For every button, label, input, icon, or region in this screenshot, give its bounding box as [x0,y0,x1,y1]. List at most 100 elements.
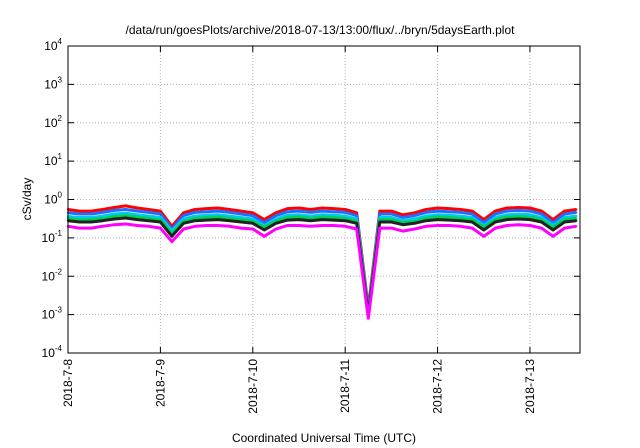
data-point [528,224,532,227]
data-point [182,222,185,225]
data-point [575,214,578,218]
data-point [401,216,405,219]
data-point [471,226,474,230]
data-point [436,218,439,221]
data-point [251,222,254,225]
data-point [193,225,197,228]
data-point [159,218,162,221]
data-point [274,227,278,231]
data-point [378,209,381,213]
x-tick-label: 2018-7-8 [61,359,75,407]
data-point [216,209,220,213]
data-point [240,220,243,224]
y-tick-exponent: -3 [55,306,63,315]
data-point [193,208,197,211]
y-tick-exponent: -4 [55,344,63,353]
data-point [459,217,462,220]
data-point [459,225,462,228]
data-point [159,220,162,224]
data-point [89,212,93,216]
data-point [263,221,266,224]
data-point [136,206,139,210]
data-point [378,226,381,230]
x-tick-label: 2018-7-9 [153,359,167,407]
data-point [551,221,555,224]
data-point [159,209,162,213]
data-point [344,208,347,211]
data-point [390,212,393,216]
data-point [78,212,81,216]
data-point [447,214,451,217]
data-point [332,218,335,222]
data-point [563,220,566,224]
data-point [390,226,393,230]
data-point [147,214,150,218]
data-point [401,229,405,233]
x-tick-label: 2018-7-13 [523,359,537,414]
data-point [320,224,324,227]
data-point [124,208,127,211]
data-point [517,217,520,221]
data-point [228,211,231,214]
y-tick-base: 10 [44,193,58,207]
data-point [551,228,555,232]
data-point [355,211,358,214]
data-point [390,218,393,221]
data-point [482,221,485,224]
data-series [66,204,578,320]
data-point [297,218,301,221]
y-tick-label: 103 [44,75,62,91]
data-point [216,213,220,216]
data-point [575,211,578,214]
data-point [193,217,197,220]
y-tick-label: 102 [44,114,62,130]
data-point [424,217,428,220]
x-tick-label: 2018-7-11 [338,359,352,413]
data-point [320,209,324,213]
data-point [436,224,439,227]
data-point [563,209,566,213]
data-point [447,207,451,210]
data-point [413,227,416,231]
y-tick-label: 101 [44,152,62,168]
data-point [182,227,185,231]
data-point [447,216,451,219]
data-point [494,212,497,216]
data-point [447,218,451,222]
data-point [551,218,555,221]
data-point [263,226,266,229]
grid [67,46,580,353]
y-tick-label: 104 [44,37,62,53]
data-point [471,209,474,213]
y-tick-base: 10 [42,269,56,283]
data-point [263,235,266,238]
data-point [136,218,139,221]
data-point [113,217,116,221]
data-point [494,209,497,213]
data-point [424,211,428,214]
data-point [216,218,220,221]
data-point [147,208,150,211]
data-point [424,208,428,211]
data-point [355,214,358,217]
data-point [182,211,185,214]
data-point [505,215,509,219]
data-point [563,212,566,216]
data-point [309,217,312,220]
data-point [309,219,312,222]
data-point [228,217,231,220]
data-point [459,214,462,218]
data-point [505,224,509,227]
data-point [378,220,381,224]
y-tick-label: 10-3 [42,306,63,322]
data-point [147,219,150,222]
data-point [113,206,116,209]
data-point [240,226,243,230]
data-point [286,210,289,213]
data-point [471,212,474,216]
data-point [297,215,301,219]
data-point [528,218,532,221]
data-point [459,208,462,211]
data-point [540,220,543,224]
